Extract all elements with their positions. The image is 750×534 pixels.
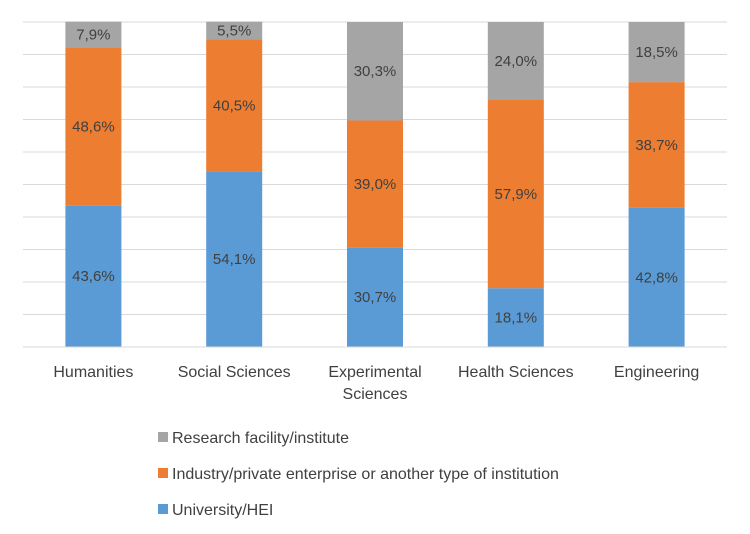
legend-swatch — [158, 432, 168, 442]
data-label: 43,6% — [72, 268, 115, 285]
bar-segment — [206, 171, 263, 347]
legend-swatch — [158, 504, 168, 514]
data-label: 48,6% — [72, 118, 115, 135]
bar-segment — [487, 100, 544, 289]
legend: Research facility/institute Industry/priv… — [158, 430, 559, 519]
category-label: Health Sciences — [458, 364, 574, 381]
bar-segment — [628, 82, 685, 208]
bar-segment — [487, 22, 544, 100]
data-label: 54,1% — [213, 251, 256, 268]
bar-segment — [206, 21, 263, 40]
data-label: 38,7% — [635, 137, 678, 154]
bar-segment — [206, 39, 263, 172]
data-label: 30,7% — [354, 289, 397, 306]
bar-segment — [65, 47, 122, 206]
x-axis: Humanities Social Sciences Experimental Sci… — [23, 346, 727, 403]
bar-segment — [347, 120, 403, 248]
legend-label: Research facility/institute — [172, 430, 349, 447]
data-label: 39,0% — [354, 176, 397, 193]
data-label: 18,1% — [495, 310, 538, 327]
bar-segment — [65, 205, 122, 347]
data-label: 24,0% — [495, 53, 538, 70]
category-label: Engineering — [614, 364, 699, 381]
bar-segment — [487, 288, 544, 347]
data-label: 42,8% — [635, 269, 678, 286]
legend-label: Industry/private enterprise or another t… — [172, 466, 559, 483]
legend-label: University/HEI — [172, 502, 273, 519]
category-label: Sciences — [343, 386, 408, 403]
category-label: Social Sciences — [178, 364, 291, 381]
bar-segment — [347, 22, 403, 121]
data-label: 5,5% — [217, 23, 251, 40]
data-label: 40,5% — [213, 97, 256, 114]
bar-segment — [65, 21, 122, 48]
category-label: Humanities — [53, 364, 133, 381]
category-label: Experimental — [328, 364, 421, 381]
bar-segment — [347, 247, 403, 347]
data-label: 30,3% — [354, 63, 397, 80]
data-label: 57,9% — [495, 186, 538, 203]
legend-swatch — [158, 468, 168, 478]
data-label: 18,5% — [635, 44, 678, 61]
bar-segment — [628, 207, 685, 347]
bars: 43,6% 48,6% 7,9% 54,1% 40,5% 5,5% 30,7% 39,0% 30… — [65, 21, 685, 347]
data-label: 7,9% — [76, 27, 110, 44]
bar-segment — [628, 22, 685, 83]
